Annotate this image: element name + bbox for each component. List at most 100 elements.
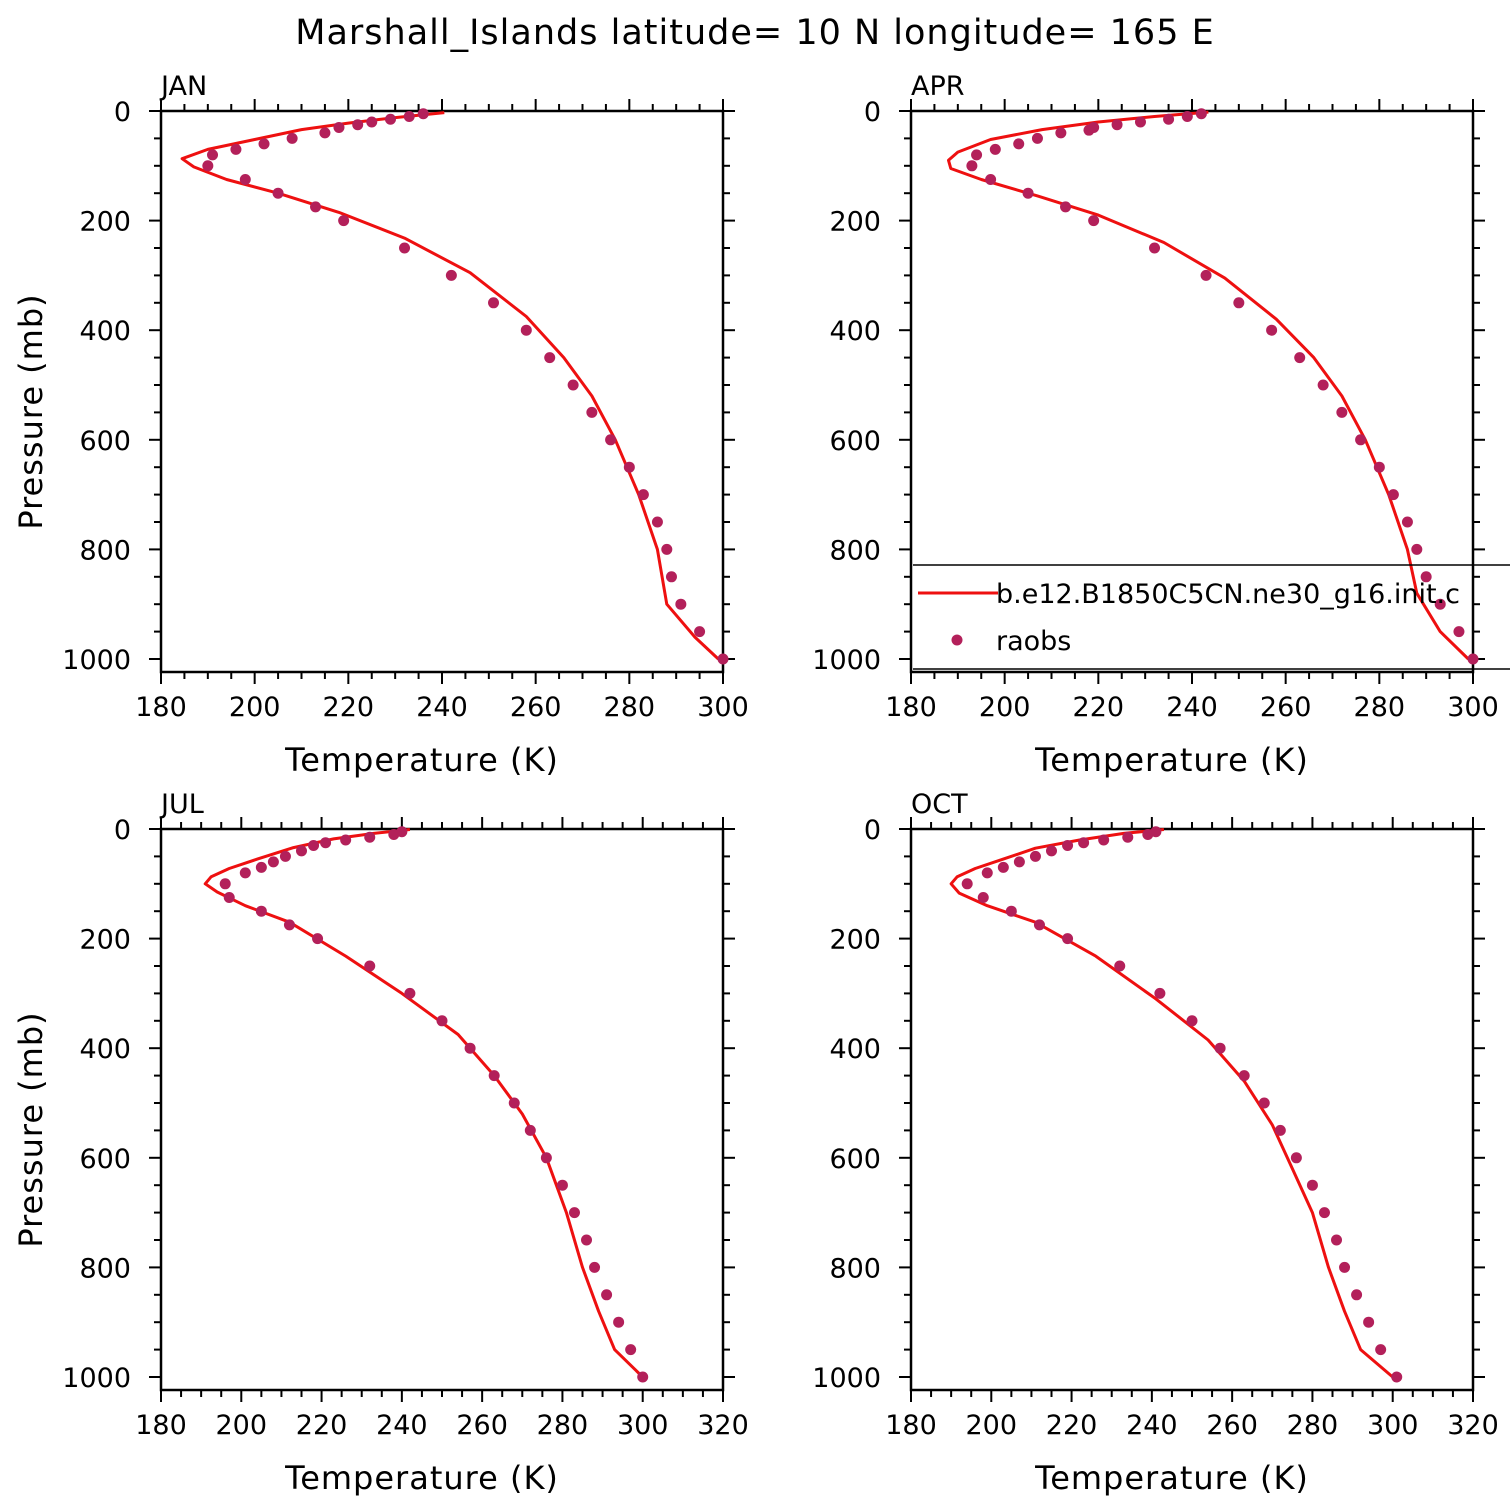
y-tick-label: 600 xyxy=(829,426,881,457)
raobs-point xyxy=(1163,113,1175,125)
x-tick-label: 280 xyxy=(537,1410,589,1441)
x-tick-label: 240 xyxy=(1166,692,1218,723)
raobs-point xyxy=(989,143,1001,155)
panel-label: APR xyxy=(911,71,965,102)
figure-title: Marshall_Islands latitude= 10 N longitud… xyxy=(295,13,1214,53)
raobs-point xyxy=(340,834,352,846)
y-tick-label: 1000 xyxy=(62,1363,131,1394)
raobs-point xyxy=(961,878,973,890)
y-tick-label: 0 xyxy=(114,97,131,128)
raobs-point xyxy=(333,121,345,133)
x-axis-title: Temperature (K) xyxy=(284,1459,559,1497)
raobs-point xyxy=(675,598,687,610)
raobs-point xyxy=(524,1124,536,1136)
x-tick-label: 300 xyxy=(1447,692,1499,723)
raobs-point xyxy=(1355,434,1367,446)
x-tick-label: 260 xyxy=(456,1410,508,1441)
raobs-point xyxy=(1420,571,1432,583)
x-axis-title: Temperature (K) xyxy=(284,741,559,779)
x-tick-label: 280 xyxy=(604,692,656,723)
raobs-point xyxy=(320,837,332,849)
y-tick-label: 0 xyxy=(864,815,881,846)
raobs-point xyxy=(488,297,500,309)
y-tick-label: 600 xyxy=(79,426,131,457)
raobs-point xyxy=(623,461,635,473)
raobs-point xyxy=(1238,1070,1250,1082)
raobs-point xyxy=(581,1234,593,1246)
raobs-point xyxy=(1134,116,1146,128)
raobs-point xyxy=(255,861,267,873)
y-tick-label: 800 xyxy=(829,535,881,566)
raobs-point xyxy=(1033,919,1045,931)
raobs-point xyxy=(1339,1261,1351,1273)
raobs-point xyxy=(1046,845,1057,857)
raobs-point xyxy=(586,406,598,418)
raobs-point xyxy=(651,516,663,528)
y-tick-label: 200 xyxy=(79,207,131,238)
raobs-point xyxy=(613,1316,625,1328)
raobs-point xyxy=(384,113,396,125)
x-tick-label: 220 xyxy=(296,1410,348,1441)
y-tick-label: 400 xyxy=(829,316,881,347)
panel-apr: APR 180 200 220 240 260 280 300 0 200 400 600 800 100… xyxy=(812,71,1498,779)
raobs-point xyxy=(388,828,400,840)
raobs-point xyxy=(279,850,291,862)
raobs-point xyxy=(1142,828,1154,840)
raobs-point xyxy=(464,1042,476,1054)
raobs-point xyxy=(1391,1371,1403,1383)
raobs-point xyxy=(258,138,270,150)
raobs-point xyxy=(230,143,242,155)
x-tick-label: 280 xyxy=(1354,692,1406,723)
y-axis-title: Pressure (mb) xyxy=(12,1011,50,1247)
raobs-point xyxy=(1363,1316,1375,1328)
raobs-point xyxy=(1387,489,1399,501)
y-tick-label: 400 xyxy=(79,1034,131,1065)
x-tick-label: 200 xyxy=(216,1410,268,1441)
raobs-point xyxy=(1088,215,1100,227)
raobs-point xyxy=(568,1207,580,1219)
raobs-point xyxy=(1062,933,1074,945)
raobs-point xyxy=(1258,1097,1270,1109)
raobs-point xyxy=(977,892,989,903)
raobs-point xyxy=(589,1261,601,1273)
raobs-point xyxy=(312,933,324,945)
raobs-point xyxy=(694,626,706,638)
x-tick-label: 240 xyxy=(376,1410,428,1441)
raobs-point xyxy=(556,1179,568,1191)
panel-oct: OCT 180 200 220 240 260 280 300 320 0 200 400 600 800… xyxy=(812,789,1498,1497)
raobs-point xyxy=(1154,987,1166,999)
raobs-point xyxy=(1013,856,1025,868)
y-axis-title: Pressure (mb) xyxy=(12,293,50,529)
raobs-point xyxy=(364,960,376,972)
raobs-point xyxy=(1351,1289,1363,1301)
raobs-point xyxy=(1060,201,1072,213)
x-axis-title: Temperature (K) xyxy=(1034,741,1309,779)
raobs-point xyxy=(1373,461,1385,473)
raobs-point xyxy=(1294,352,1306,364)
x-tick-label: 300 xyxy=(697,692,749,723)
raobs-point xyxy=(1114,960,1126,972)
raobs-point xyxy=(1233,297,1245,309)
raobs-point xyxy=(1411,543,1423,555)
raobs-point xyxy=(404,987,416,999)
y-tick-label: 800 xyxy=(79,535,131,566)
raobs-point xyxy=(296,845,307,857)
model-line xyxy=(947,110,1470,661)
raobs-point xyxy=(520,324,532,336)
raobs-point xyxy=(1453,626,1465,638)
raobs-point xyxy=(310,201,322,213)
y-tick-label: 200 xyxy=(829,925,881,956)
raobs-point xyxy=(1195,108,1207,120)
raobs-point xyxy=(219,878,231,890)
x-tick-label: 300 xyxy=(617,1410,669,1441)
raobs-point xyxy=(1022,187,1034,199)
raobs-point xyxy=(637,489,649,501)
x-tick-label: 280 xyxy=(1287,1410,1339,1441)
x-tick-label: 320 xyxy=(697,1410,749,1441)
raobs-point xyxy=(239,867,251,879)
panel-jan: JAN 180 200 220 240 260 280 300 0 200 400 600 800 100… xyxy=(12,71,749,779)
raobs-point xyxy=(207,149,219,161)
raobs-point xyxy=(661,543,673,555)
x-tick-label: 220 xyxy=(1046,1410,1098,1441)
